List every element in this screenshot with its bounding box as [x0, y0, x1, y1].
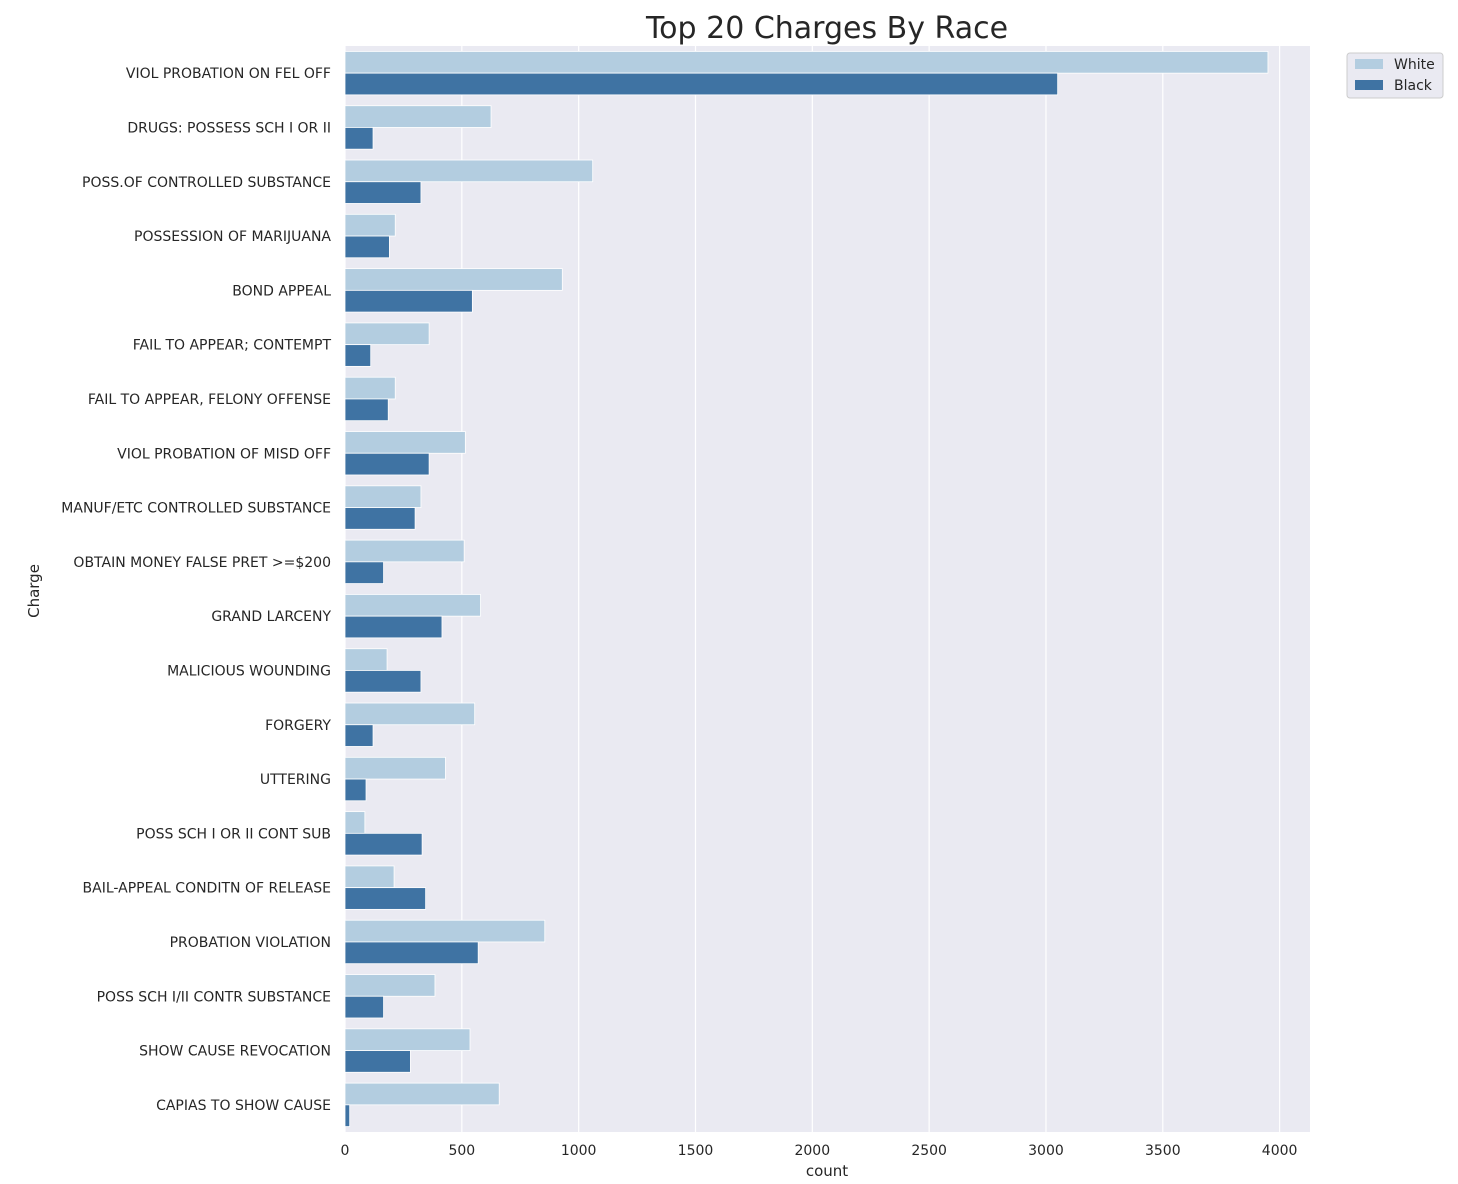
x-tick-label: 2000 [794, 1143, 830, 1159]
bar-white [344, 105, 492, 128]
legend-label-white: White [1394, 57, 1435, 73]
bar-white [344, 159, 594, 183]
legend-label-black: Black [1394, 78, 1433, 94]
bar-white [344, 376, 396, 400]
bar-white [344, 431, 466, 454]
legend: White Black [1346, 52, 1444, 99]
y-tick-labels: VIOL PROBATION ON FEL OFF DRUGS: POSSESS … [61, 66, 331, 1114]
y-tick-label: CAPIAS TO SHOW CAUSE [156, 1098, 331, 1114]
bar-black [344, 127, 374, 150]
x-tick-labels: 0 500 1000 1500 2000 2500 3000 3500 4000 [341, 1143, 1298, 1159]
bar-white [344, 213, 396, 237]
bar-black [344, 995, 384, 1019]
y-tick-label: VIOL PROBATION ON FEL OFF [126, 66, 331, 82]
y-tick-label: VIOL PROBATION OF MISD OFF [117, 446, 331, 462]
y-tick-label: POSS SCH I OR II CONT SUB [136, 826, 331, 842]
x-tick-label: 1500 [678, 1143, 714, 1159]
y-tick-label: FORGERY [265, 718, 331, 734]
x-tick-label: 3500 [1145, 1143, 1181, 1159]
y-tick-label: UTTERING [260, 772, 331, 788]
bar-white [344, 974, 436, 997]
bar-white [344, 1082, 500, 1106]
bar-black [344, 941, 479, 965]
y-tick-label: BOND APPEAL [232, 283, 331, 299]
bar-black [344, 670, 422, 693]
y-tick-label: PROBATION VIOLATION [170, 935, 331, 951]
bar-white [344, 919, 546, 943]
bar-black [344, 452, 430, 476]
bar-white [344, 811, 366, 834]
x-tick-label: 2500 [911, 1143, 947, 1159]
bar-white [344, 702, 476, 726]
bar-black [344, 181, 422, 204]
x-tick-label: 3000 [1028, 1143, 1064, 1159]
bar-white [344, 485, 422, 508]
bar-black [344, 398, 389, 422]
bar-black [344, 1050, 411, 1073]
bar-white [344, 865, 395, 889]
y-tick-label: POSS.OF CONTROLLED SUBSTANCE [82, 175, 331, 191]
y-tick-label: SHOW CAUSE REVOCATION [139, 1044, 331, 1060]
y-tick-label: MANUF/ETC CONTROLLED SUBSTANCE [61, 501, 331, 517]
y-axis-title: Charge [25, 564, 43, 618]
grid-lines [344, 46, 1281, 1132]
bar-white [344, 648, 388, 671]
bar-black [344, 289, 473, 313]
bar-black [344, 887, 427, 910]
bar-black [344, 615, 443, 639]
bar-black [344, 561, 384, 584]
bar-white [344, 268, 563, 291]
bar-white [344, 322, 430, 346]
bar-black [344, 72, 1059, 96]
bar-white [344, 51, 1269, 74]
bar-black [344, 724, 374, 747]
bar-black [344, 344, 372, 367]
bar-white [344, 1028, 471, 1051]
bar-black [344, 235, 390, 259]
bar-black [344, 1104, 351, 1127]
plot-background [345, 46, 1310, 1132]
y-tick-label: FAIL TO APPEAR, FELONY OFFENSE [88, 392, 331, 408]
y-tick-label: FAIL TO APPEAR; CONTEMPT [133, 338, 332, 354]
bar-black [344, 778, 367, 802]
legend-swatch-black [1355, 80, 1383, 90]
chart-title: Top 20 Charges By Race [645, 11, 1008, 46]
y-tick-label: OBTAIN MONEY FALSE PRET >=$200 [73, 555, 331, 571]
x-tick-label: 1000 [561, 1143, 597, 1159]
bar-black [344, 507, 416, 530]
x-tick-label: 4000 [1262, 1143, 1298, 1159]
bars [344, 51, 1269, 1127]
y-tick-label: DRUGS: POSSESS SCH I OR II [127, 120, 331, 136]
bar-white [344, 594, 481, 617]
y-tick-label: BAIL-APPEAL CONDITN OF RELEASE [83, 881, 331, 897]
y-tick-label: POSS SCH I/II CONTR SUBSTANCE [97, 989, 331, 1005]
bar-black [344, 832, 423, 856]
x-axis-title: count [806, 1162, 848, 1180]
y-tick-label: MALICIOUS WOUNDING [167, 663, 331, 679]
bar-white [344, 756, 446, 780]
y-tick-label: POSSESSION OF MARIJUANA [134, 229, 331, 245]
x-tick-label: 0 [341, 1143, 350, 1159]
legend-swatch-white [1355, 59, 1383, 69]
bar-white [344, 539, 465, 563]
y-tick-label: GRAND LARCENY [211, 609, 331, 625]
x-tick-label: 500 [448, 1143, 475, 1159]
